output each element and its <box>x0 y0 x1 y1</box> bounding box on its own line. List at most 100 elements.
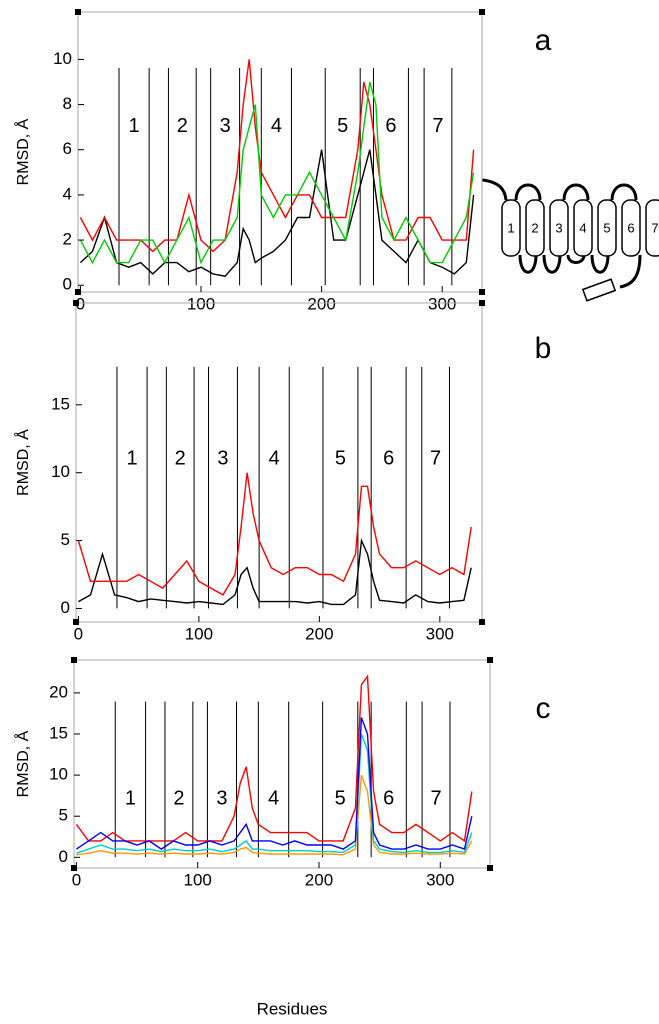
panel-label: a <box>535 24 552 57</box>
y-tick-label: 10 <box>51 462 70 481</box>
helix-cylinder <box>525 199 545 257</box>
x-tick-label: 300 <box>426 870 454 889</box>
x-tick-label: 200 <box>305 624 333 643</box>
data-line <box>76 733 473 854</box>
helix-label: 7 <box>432 115 443 137</box>
panel-label: c <box>536 692 551 725</box>
inset-label: 1 <box>507 220 514 235</box>
y-tick-label: 5 <box>59 806 68 825</box>
y-tick-label: 6 <box>63 139 72 158</box>
helix-label: 5 <box>335 448 346 470</box>
data-line <box>79 149 475 277</box>
y-tick-label: 2 <box>63 230 72 249</box>
helix-label: 5 <box>335 788 346 810</box>
helix-cylinder <box>597 199 617 257</box>
inset-label: 4 <box>579 220 586 235</box>
gpcr-helices: 1 2 3 4 5 6 7 <box>501 199 659 257</box>
data-line <box>77 472 472 596</box>
frame-corner <box>75 289 81 295</box>
y-tick-label: 0 <box>59 847 68 866</box>
helix-label: 6 <box>383 788 394 810</box>
y-axis-label: RMSD, Å <box>13 118 32 185</box>
frame-corner <box>71 657 77 663</box>
gpcr-inset <box>481 178 642 289</box>
frame-corner <box>71 865 77 871</box>
x-tick-label: 0 <box>74 624 83 643</box>
y-tick-label: 0 <box>61 598 70 617</box>
data-line <box>78 537 472 606</box>
series-group <box>79 59 475 277</box>
plot-frame <box>77 11 483 293</box>
frame-corner <box>479 9 485 15</box>
frame-corner <box>479 619 485 625</box>
y-tick-label: 10 <box>53 49 72 68</box>
helix-label: 7 <box>430 788 441 810</box>
x-tick-label: 300 <box>428 294 456 313</box>
inset-label: 6 <box>627 220 634 235</box>
helix-label: 2 <box>175 448 186 470</box>
frame-corner <box>73 619 79 625</box>
y-tick-label: 15 <box>49 723 68 742</box>
helix-cylinder <box>501 199 521 257</box>
helix-cylinder <box>621 199 641 257</box>
helix-label: 3 <box>217 448 228 470</box>
helix-label: 1 <box>126 448 137 470</box>
x-tick-label: 0 <box>72 870 81 889</box>
y-tick-label: 10 <box>49 765 68 784</box>
frame-corner <box>479 300 485 306</box>
inset-label: 3 <box>555 220 562 235</box>
x-tick-label: 200 <box>307 294 335 313</box>
inset-label: 2 <box>531 220 538 235</box>
helix-label: 5 <box>337 115 348 137</box>
helix-label: 3 <box>220 115 231 137</box>
y-tick-label: 5 <box>61 530 70 549</box>
helix-label: 4 <box>269 448 280 470</box>
data-line <box>76 717 473 851</box>
x-tick-label: 100 <box>187 294 215 313</box>
x-tick-label: 0 <box>76 294 85 313</box>
gpcr-ctail <box>581 278 617 302</box>
panel-label: b <box>535 332 552 365</box>
helix-cylinder <box>645 199 659 257</box>
plot-frame <box>73 659 491 869</box>
y-tick-label: 0 <box>63 275 72 294</box>
helix-label: 4 <box>271 115 282 137</box>
inset-label: 7 <box>651 220 658 235</box>
y-tick-label: 4 <box>63 184 72 203</box>
helix-label: 2 <box>173 788 184 810</box>
x-tick-label: 200 <box>305 870 333 889</box>
helix-cylinder <box>573 199 593 257</box>
frame-corner <box>479 289 485 295</box>
x-axis-label: Residues <box>257 999 328 1018</box>
y-axis-label: RMSD, Å <box>13 429 32 496</box>
y-tick-label: 8 <box>63 94 72 113</box>
helix-label: 6 <box>383 448 394 470</box>
helix-label: 2 <box>177 115 188 137</box>
frame-corner <box>73 300 79 306</box>
x-tick-label: 300 <box>426 624 454 643</box>
y-tick-label: 20 <box>49 682 68 701</box>
helix-label: 4 <box>268 788 279 810</box>
frame-corner <box>75 9 81 15</box>
frame-corner <box>487 657 493 663</box>
plot-frame <box>75 302 483 623</box>
frame-corner <box>487 865 493 871</box>
data-line <box>79 59 475 253</box>
helix-label: 3 <box>216 788 227 810</box>
data-line <box>76 774 473 856</box>
x-tick-label: 100 <box>185 624 213 643</box>
helix-label: 6 <box>385 115 396 137</box>
inset-label: 5 <box>603 220 610 235</box>
y-tick-label: 15 <box>51 394 70 413</box>
helix-cylinder <box>549 199 569 257</box>
helix-label: 1 <box>125 788 136 810</box>
series-group <box>75 674 473 856</box>
helix-label: 1 <box>129 115 140 137</box>
series-group <box>77 472 472 606</box>
data-line <box>79 81 475 265</box>
x-tick-label: 100 <box>184 870 212 889</box>
y-axis-label: RMSD, Å <box>13 730 32 797</box>
helix-label: 7 <box>430 448 441 470</box>
data-line <box>75 674 473 843</box>
